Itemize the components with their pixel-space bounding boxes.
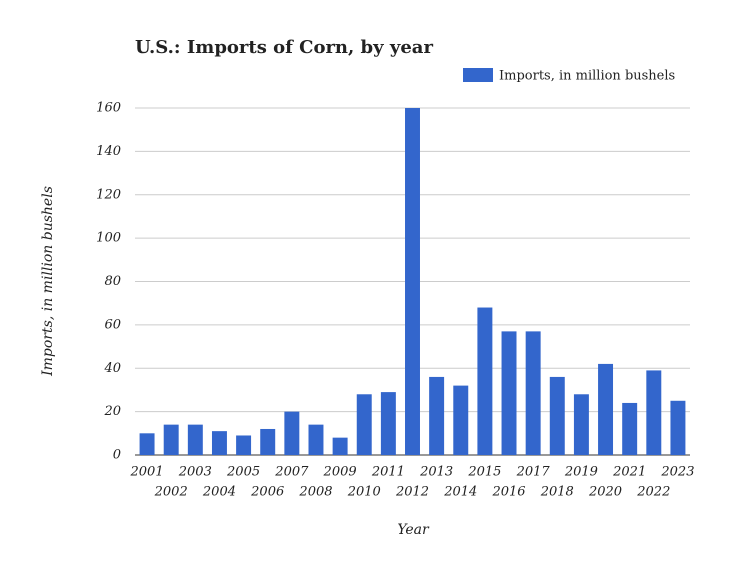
x-tick-label: 2008 [298, 485, 332, 500]
bar [477, 307, 493, 455]
y-axis-label: Imports, in million bushels [40, 186, 56, 377]
x-tick-label: 2007 [274, 465, 309, 480]
y-tick-label: 20 [103, 404, 121, 419]
x-tick-label: 2018 [540, 485, 574, 500]
bar [356, 394, 372, 455]
bar [405, 108, 420, 455]
x-tick-label: 2013 [419, 465, 453, 480]
bar [187, 424, 203, 455]
bar [429, 376, 445, 455]
y-tick-label: 40 [103, 361, 121, 376]
bar [139, 433, 155, 455]
y-tick-label: 140 [96, 144, 121, 159]
x-axis-label: Year [397, 522, 430, 538]
bar [501, 331, 517, 455]
x-tick-label: 2016 [491, 485, 525, 500]
x-tick-label: 2001 [130, 465, 164, 480]
x-tick-label: 2012 [395, 485, 429, 500]
bar [380, 392, 396, 455]
x-tick-label: 2006 [250, 485, 284, 500]
y-tick-label: 100 [96, 231, 121, 246]
x-tick-label: 2005 [226, 465, 260, 480]
y-tick-label: 0 [113, 448, 121, 463]
y-tick-label: 80 [104, 274, 121, 289]
bar [163, 424, 179, 455]
y-tick-label: 120 [96, 187, 121, 202]
x-tick-label: 2017 [516, 465, 551, 480]
bar [646, 370, 662, 455]
y-tick-label: 60 [104, 317, 121, 332]
x-tick-label: 2009 [323, 465, 357, 480]
x-tick-label: 2004 [202, 485, 236, 500]
bar [598, 363, 614, 455]
bar [211, 431, 227, 455]
x-tick-label: 2011 [371, 465, 405, 480]
x-tick-label: 2010 [347, 485, 381, 500]
x-tick-label: 2015 [467, 465, 501, 480]
legend-label: Imports, in million bushels [499, 69, 675, 84]
bar [573, 394, 589, 455]
x-tick-label: 2023 [660, 465, 694, 480]
bar [308, 424, 324, 455]
bar [284, 411, 300, 455]
bar [260, 428, 276, 455]
x-tick-label: 2020 [588, 485, 622, 500]
bar [549, 376, 565, 455]
x-tick-label: 2019 [564, 465, 598, 480]
bar [670, 400, 686, 455]
x-tick-label: 2022 [636, 485, 670, 500]
y-tick-label: 160 [96, 101, 121, 116]
chart-title: U.S.: Imports of Corn, by year [135, 37, 433, 58]
bar [236, 435, 252, 455]
bar [332, 437, 348, 455]
x-tick-label: 2003 [178, 465, 212, 480]
x-tick-label: 2014 [443, 485, 477, 500]
x-tick-label: 2002 [154, 485, 188, 500]
bar [622, 402, 638, 455]
legend-swatch [463, 68, 493, 82]
bar [525, 331, 541, 455]
x-tick-label: 2021 [612, 465, 646, 480]
bar [453, 385, 469, 455]
